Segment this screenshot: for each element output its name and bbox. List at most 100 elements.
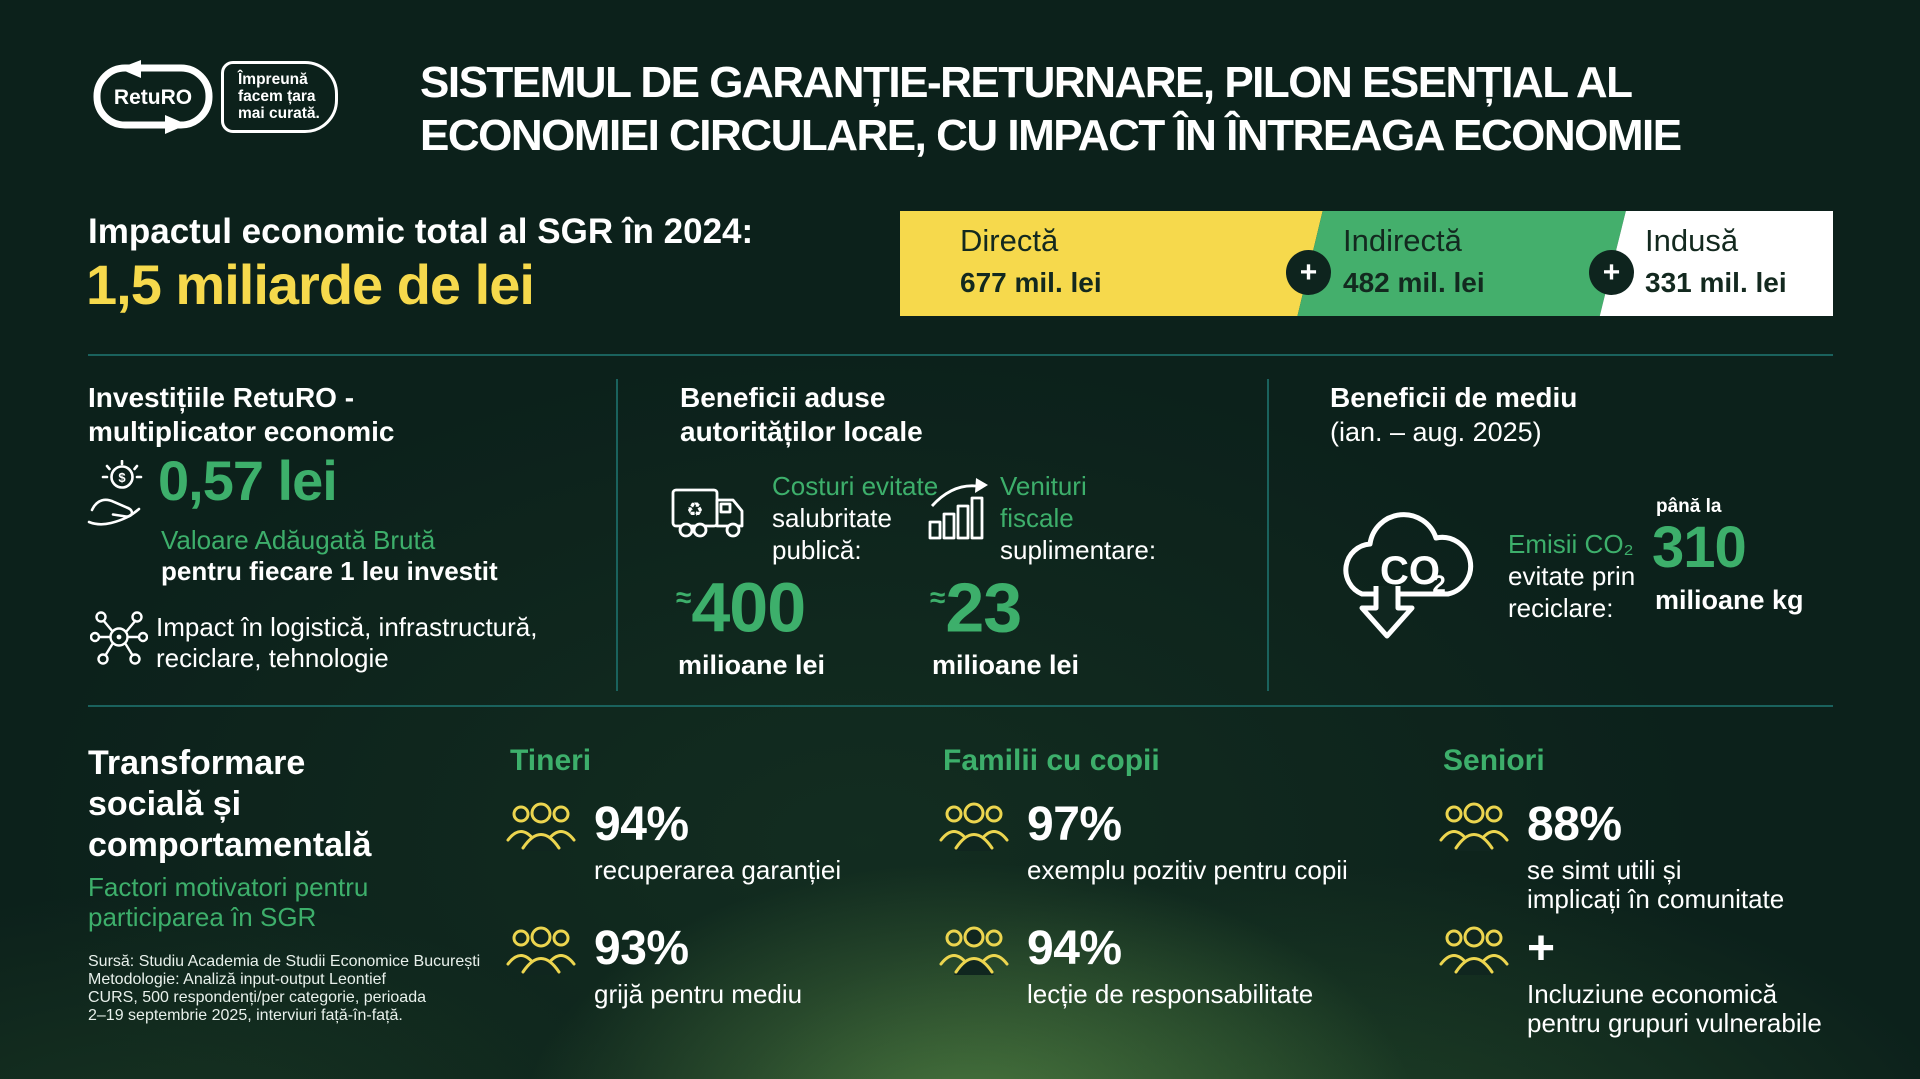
social-heading-line2: socială și [88, 785, 242, 823]
group-title-familii: Familii cu copii [943, 744, 1160, 777]
emisii-label-white2: reciclare: [1508, 593, 1614, 623]
investments-heading-line2: multiplicator economic [88, 416, 395, 447]
network-icon [90, 611, 148, 665]
costuri-label-green: Costuri evitate [772, 471, 939, 501]
stat-caption: lecție de responsabilitate [1027, 980, 1313, 1009]
stat-caption-line: se simt utili și [1527, 855, 1682, 885]
co2-value: 310 [1652, 515, 1747, 580]
down-arrow-icon [1359, 586, 1415, 639]
environment-heading-bold: Beneficii de mediu [1330, 382, 1578, 413]
stat-value: 94% [594, 798, 689, 851]
people-icon [1439, 802, 1509, 853]
bar-label-directa: Directă [960, 223, 1059, 258]
investments-bullet-line1: Impact în logistică, infrastructură, [156, 612, 538, 642]
stat-value: 94% [1027, 922, 1122, 975]
social-subheading-line1: Factori motivatori pentru [88, 872, 369, 902]
stat-caption: grijă pentru mediu [594, 980, 802, 1009]
impact-total-value: 1,5 miliarde de lei [86, 253, 535, 316]
vab-label-white: pentru fiecare 1 leu investit [161, 556, 498, 586]
rising-chart-icon [928, 478, 988, 540]
bar-value-directa: 677 mil. lei [960, 267, 1102, 298]
stat-caption-line: pentru grupuri vulnerabile [1527, 1008, 1822, 1038]
bar-segment-indusa [1599, 211, 1833, 316]
people-icon [506, 926, 576, 977]
social-heading-line1: Transformare [88, 744, 306, 782]
emisii-label-green: Emisii CO₂ [1508, 529, 1634, 559]
social-heading-line3: comportamentală [88, 826, 372, 864]
returo-loop-icon: RetuRO [93, 60, 213, 134]
local-heading-line2: autorităților locale [680, 416, 923, 447]
bar-label-indusa: Indusă [1645, 223, 1739, 258]
stat-value: 97% [1027, 798, 1122, 851]
group-title-tineri: Tineri [510, 744, 592, 777]
investments-heading: Investițiile RetuRO - multiplicator econ… [88, 381, 395, 449]
co2-cloud-icon: CO 2 [1343, 512, 1474, 639]
stat-caption-line: exemplu pozitiv pentru copii [1027, 855, 1348, 885]
approx-sign: ≈ [930, 582, 946, 613]
people-icon [939, 802, 1009, 853]
svg-text:♻: ♻ [686, 500, 703, 521]
environment-heading-light: (ian. – aug. 2025) [1330, 417, 1542, 447]
stat-caption-line: recuperarea garanției [594, 855, 842, 885]
page-title-line2: ECONOMIEI CIRCULARE, CU IMPACT ÎN ÎNTREA… [420, 111, 1682, 160]
hand-coin-icon: $ [87, 460, 143, 526]
co2-unit: milioane kg [1655, 585, 1804, 615]
investments-heading-line1: Investițiile RetuRO - [88, 382, 355, 413]
people-icon [939, 926, 1009, 977]
costuri-unit: milioane lei [678, 650, 826, 680]
stat-caption-line: Incluziune economică [1527, 979, 1778, 1009]
stat-caption-line: lecție de responsabilitate [1027, 979, 1314, 1009]
svg-text:$: $ [118, 470, 126, 485]
venituri-label-green1: Venituri [1000, 471, 1087, 501]
tagline-line: Împreună [238, 71, 308, 88]
page-title: SISTEMUL DE GARANȚIE-RETURNARE, PILON ES… [420, 56, 1860, 162]
group-title-seniori: Seniori [1443, 744, 1545, 777]
bar-value-indusa: 331 mil. lei [1645, 267, 1787, 298]
costuri-label-white1: salubritate [772, 503, 892, 533]
stat-value: 88% [1527, 798, 1622, 851]
plus-icon: + [1286, 250, 1331, 295]
source-line1: Sursă: Studiu Academia de Studii Economi… [88, 953, 481, 970]
stat-caption-line: grijă pentru mediu [594, 979, 803, 1009]
divider-top [88, 354, 1833, 356]
costuri-label-white2: publică: [772, 535, 862, 565]
cloud-co-sub: 2 [1432, 571, 1445, 598]
cloud-co-text: CO [1380, 549, 1440, 593]
vab-label-green: Valoare Adăugată Brută [161, 525, 436, 555]
tagline-line: facem țara [238, 88, 316, 105]
costuri-number: 400 [691, 568, 806, 647]
social-subheading: Factori motivatori pentru participarea î… [88, 872, 368, 932]
divider-col-1 [616, 379, 618, 691]
tagline-line: mai curată. [238, 105, 320, 122]
bar-label-indirecta: Indirectă [1343, 223, 1462, 258]
venituri-label-green2: fiscale [1000, 503, 1074, 533]
plus-icon: + [1589, 250, 1634, 295]
social-subheading-line2: participarea în SGR [88, 902, 317, 932]
source-line3: CURS, 500 respondenți/per categorie, per… [88, 989, 426, 1006]
source-line2: Metodologie: Analiză input-output Leonti… [88, 971, 386, 988]
investments-bullet-line2: reciclare, tehnologie [156, 643, 389, 673]
local-heading-line1: Beneficii aduse [680, 382, 886, 413]
garbage-truck-icon: ♻ [671, 488, 744, 538]
costuri-value: ≈400 [676, 556, 806, 649]
upto-label: până la [1656, 496, 1722, 517]
venituri-number: 23 [945, 568, 1022, 647]
venituri-unit: milioane lei [932, 650, 1080, 680]
bar-value-indirecta: 482 mil. lei [1343, 267, 1485, 298]
vab-value: 0,57 lei [158, 449, 338, 512]
source-note: Sursă: Studiu Academia de Studii Economi… [88, 953, 480, 1025]
stat-value-plus: + [1527, 922, 1555, 975]
emisii-label-white1: evitate prin [1508, 561, 1636, 591]
stat-caption: se simt utili și implicați în comunitate [1527, 856, 1784, 914]
impact-stacked-bar: Directă 677 mil. lei Indirectă 482 mil. … [900, 211, 1833, 316]
divider-bottom [88, 705, 1833, 707]
stat-caption-line: implicați în comunitate [1527, 884, 1785, 914]
local-benefits-heading: Beneficii aduse autorităților locale [680, 381, 923, 449]
impact-total-label: Impactul economic total al SGR în 2024: [88, 212, 754, 251]
venituri-value: ≈23 [930, 556, 1022, 649]
stat-caption: recuperarea garanției [594, 856, 841, 885]
investments-bullet: Impact în logistică, infrastructură, rec… [156, 612, 537, 674]
stat-value: 93% [594, 922, 689, 975]
logo-tagline-badge: Împreună facem țara mai curată. [221, 61, 338, 133]
social-heading: Transformare socială și comportamentală [88, 743, 371, 866]
